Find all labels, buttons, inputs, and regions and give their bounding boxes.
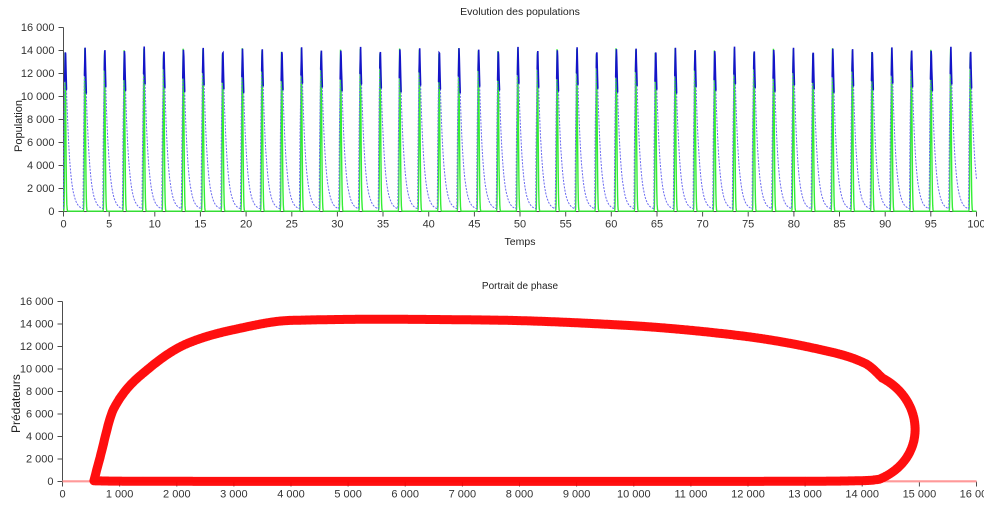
svg-text:1 000: 1 000	[106, 489, 134, 501]
svg-text:3 000: 3 000	[220, 489, 248, 501]
svg-text:14 000: 14 000	[845, 489, 879, 501]
svg-text:6 000: 6 000	[26, 409, 54, 421]
svg-text:4 000: 4 000	[26, 431, 54, 443]
svg-text:2 000: 2 000	[26, 454, 54, 466]
svg-text:0: 0	[59, 489, 65, 501]
svg-text:15 000: 15 000	[903, 489, 937, 501]
svg-text:5 000: 5 000	[334, 489, 362, 501]
svg-text:10 000: 10 000	[20, 364, 54, 376]
svg-text:16 000: 16 000	[20, 296, 54, 308]
svg-text:14 000: 14 000	[20, 319, 54, 331]
svg-text:0: 0	[47, 476, 53, 488]
svg-text:13 000: 13 000	[788, 489, 822, 501]
svg-text:11 000: 11 000	[674, 489, 707, 501]
svg-text:10 000: 10 000	[617, 489, 651, 501]
svg-text:9 000: 9 000	[563, 489, 591, 501]
svg-text:6 000: 6 000	[391, 489, 419, 501]
svg-text:8 000: 8 000	[26, 386, 54, 398]
svg-text:16 000: 16 000	[960, 489, 984, 501]
svg-text:7 000: 7 000	[449, 489, 477, 501]
svg-text:4 000: 4 000	[277, 489, 305, 501]
svg-text:12 000: 12 000	[20, 341, 54, 353]
svg-text:8 000: 8 000	[506, 489, 534, 501]
svg-text:2 000: 2 000	[163, 489, 191, 501]
svg-text:12 000: 12 000	[731, 489, 765, 501]
